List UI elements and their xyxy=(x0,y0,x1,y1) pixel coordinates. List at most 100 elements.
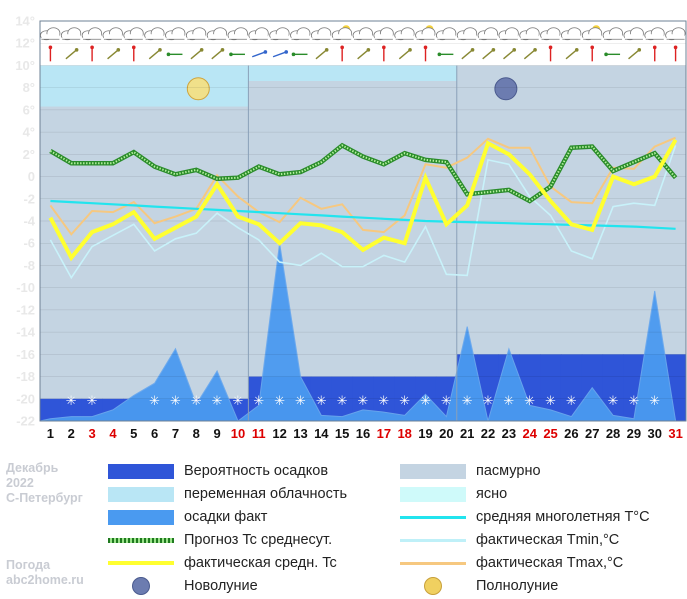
site-link[interactable]: abc2home.ru xyxy=(6,573,84,587)
y-axis-ticks: 14° 12° 10° 8° 6° 4° 2° 0 -2 -4 -6 -8 -10 -12 -14 -16 -1… xyxy=(15,14,35,429)
x-tick-label: 19 xyxy=(418,426,432,441)
legend-label: фактическая средн. Tc xyxy=(184,555,337,571)
sky-band-partly xyxy=(40,65,249,107)
cloud-part xyxy=(395,34,414,40)
precip-prob-bar xyxy=(602,354,624,421)
cloud-icon xyxy=(435,27,457,57)
cloud-icon xyxy=(60,27,82,60)
full-moon-icon xyxy=(424,577,442,595)
snowflake-icon: ✳ xyxy=(399,394,410,409)
legend-label: средняя многолетняя T°C xyxy=(476,509,650,525)
cloud-icon xyxy=(581,25,603,62)
wind-arrow-head xyxy=(166,52,171,57)
wind-arrow-head xyxy=(48,45,53,50)
legend-item-full_moon: Полнолуние xyxy=(400,576,558,596)
tmax-swatch xyxy=(400,561,466,565)
wind-arrow-head xyxy=(340,45,344,50)
norm-swatch xyxy=(400,515,466,519)
snowflake-icon: ✳ xyxy=(628,394,639,409)
legend-item-tavg: фактическая средн. Tc xyxy=(108,553,337,573)
snowflake-icon: ✳ xyxy=(566,394,577,409)
precip-prob-bar xyxy=(540,354,562,421)
x-tick-label: 5 xyxy=(130,426,137,441)
y-tick-label: -12 xyxy=(16,302,35,317)
x-tick-label: 9 xyxy=(214,426,221,441)
cloud-part xyxy=(228,34,247,40)
legend-label: осадки факт xyxy=(184,509,268,525)
wind-arrow-head xyxy=(652,45,657,50)
forecast-line-dots xyxy=(49,144,677,203)
x-tick-label: 18 xyxy=(397,426,411,441)
cloud-icon xyxy=(269,27,290,58)
wind-arrow-head xyxy=(284,50,289,54)
wind-arrow-head xyxy=(199,48,204,52)
full-moon-icon xyxy=(186,77,210,101)
legend-item-new_moon: Новолуние xyxy=(108,576,258,596)
legend: Декабрь 2022 С-Петербург Погода abc2home… xyxy=(0,455,687,599)
month-label: Декабрь xyxy=(6,461,59,475)
forecast-swatch xyxy=(108,537,174,543)
cloud-icon xyxy=(560,27,582,60)
tmin-line xyxy=(49,145,677,280)
legend-label: пасмурно xyxy=(476,463,541,479)
wind-arrow-head xyxy=(408,48,412,52)
cloud-icon xyxy=(40,27,61,62)
x-tick-label: 20 xyxy=(439,426,453,441)
x-tick-label: 24 xyxy=(522,426,537,441)
x-tick-label: 21 xyxy=(460,426,474,441)
wind-arrow-head xyxy=(437,52,442,57)
legend-label: переменная облачность xyxy=(184,486,348,502)
x-tick-label: 11 xyxy=(252,426,266,441)
y-tick-label: 10° xyxy=(15,58,35,73)
cloud-part xyxy=(645,34,664,40)
x-tick-label: 7 xyxy=(172,426,179,441)
x-tick-label: 12 xyxy=(272,426,286,441)
x-tick-label: 30 xyxy=(648,426,662,441)
snowflake-icon: ✳ xyxy=(358,394,369,409)
temperature-precipitation-chart: ✳ ✳ ✳ ✳ ✳ ✳ ✳ ✳ ✳ ✳ ✳ ✳ ✳ ✳ ✳ ✳ ✳ ✳ ✳ ✳ ✳ ✳ ✳ ✳ ✳ ✳ 14°12°10°8°6°… xyxy=(15,13,687,441)
cloud-part xyxy=(624,34,643,40)
snowflake-icon: ✳ xyxy=(170,394,181,409)
wind-arrow-icon xyxy=(211,49,223,60)
wind-arrow-head xyxy=(291,52,296,57)
x-tick-label: 16 xyxy=(356,426,370,441)
cloud-icon xyxy=(373,27,394,62)
wind-arrow-head xyxy=(229,52,233,57)
wind-arrow-head xyxy=(548,45,553,50)
snowflake-icon: ✳ xyxy=(212,394,223,409)
cloud-icon xyxy=(644,27,665,62)
wind-arrow-icon xyxy=(65,49,78,60)
cloud-icon xyxy=(81,27,102,62)
wind-arrow-icon xyxy=(148,49,161,60)
cloud-icon xyxy=(310,27,332,60)
y-tick-label: 4° xyxy=(23,125,35,140)
cloud-part xyxy=(62,34,81,40)
snowflake-icon: ✳ xyxy=(87,394,98,409)
wind-arrow-icon xyxy=(398,49,411,60)
legend-item-norm: средняя многолетняя T°C xyxy=(400,507,650,527)
cloud-icon xyxy=(352,27,373,60)
snowflake-icon: ✳ xyxy=(316,394,327,409)
precip_fact-swatch xyxy=(108,509,174,525)
x-tick-label: 23 xyxy=(502,426,516,441)
snowflake-icon: ✳ xyxy=(337,394,348,409)
snowflake-icon: ✳ xyxy=(649,394,660,409)
snowflake-icon: ✳ xyxy=(66,394,77,409)
cloud-icon xyxy=(394,27,415,60)
cloud-icon xyxy=(477,27,498,60)
legend-label: фактическая Tmin,°C xyxy=(476,532,620,548)
wind-arrow-icon xyxy=(482,49,494,60)
x-tick-label: 3 xyxy=(88,426,95,441)
snowflake-icon: ✳ xyxy=(149,394,160,409)
wind-arrow-head xyxy=(324,48,329,52)
cloud-part xyxy=(354,34,372,40)
cloud-icon xyxy=(227,27,248,57)
wind-arrow-icon xyxy=(523,49,536,60)
x-tick-label: 31 xyxy=(668,426,682,441)
wind-arrow-head xyxy=(574,48,579,52)
x-tick-label: 25 xyxy=(543,426,557,441)
cloud-part xyxy=(166,34,185,40)
cloud-icon xyxy=(206,27,228,60)
cloud-icon xyxy=(415,25,436,62)
cloud-part xyxy=(458,34,477,40)
